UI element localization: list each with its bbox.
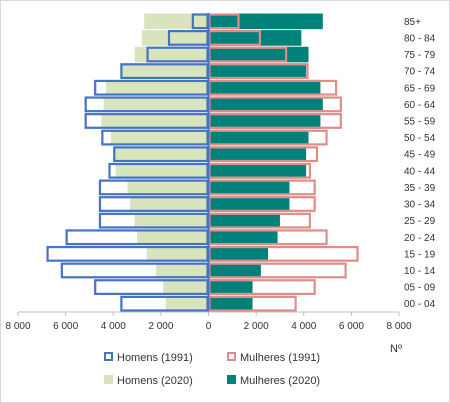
bar-homens-2020-3: [146, 246, 209, 262]
bar-mulheres-2020-13: [208, 79, 321, 96]
bar-homens-2020-0: [165, 295, 209, 312]
age-label-2: 10 - 14: [404, 266, 436, 277]
legend: Homens (1991) Mulheres (1991) Homens (2020…: [104, 352, 320, 387]
bar-mulheres-2020-3: [208, 246, 269, 262]
bar-mulheres-2020-8: [208, 163, 307, 179]
bar-homens-2020-17: [144, 13, 209, 30]
bar-mulheres-2020-7: [208, 179, 290, 196]
bar-mulheres-2020-14: [208, 63, 307, 79]
filled-bars-group: [101, 13, 323, 312]
age-label-1: 05 - 09: [404, 283, 436, 294]
bar-mulheres-2020-6: [208, 196, 290, 212]
bar-homens-2020-2: [156, 262, 209, 279]
age-label-8: 40 - 44: [404, 166, 436, 177]
bar-homens-2020-13: [106, 79, 209, 96]
x-tick-label-8: 8 000: [386, 321, 411, 332]
bar-homens-2020-11: [101, 113, 209, 129]
legend-swatch-mulheres-1991: [227, 352, 236, 361]
bar-mulheres-2020-15: [208, 46, 309, 63]
bar-homens-2020-1: [163, 279, 209, 295]
age-label-13: 65 - 69: [404, 83, 436, 94]
x-tick-label-4: 0: [206, 321, 212, 332]
bar-homens-2020-6: [129, 196, 209, 212]
bar-homens-2020-12: [103, 96, 209, 113]
legend-label-homens-2020: Homens (2020): [117, 375, 193, 387]
age-label-5: 25 - 29: [404, 216, 436, 227]
bar-mulheres-2020-5: [208, 212, 280, 229]
age-label-4: 20 - 24: [404, 233, 436, 244]
age-label-3: 15 - 19: [404, 249, 436, 260]
x-tick-label-7: 6 000: [339, 321, 364, 332]
bar-mulheres-2020-1: [208, 279, 253, 295]
x-tick-label-1: 6 000: [53, 321, 78, 332]
age-group-labels: 00 - 04 05 - 09 10 - 14 15 - 19 20 - 24 25 - …: [404, 17, 436, 310]
age-label-14: 70 - 74: [404, 67, 436, 78]
age-label-16: 80 - 84: [404, 33, 436, 44]
bar-mulheres-2020-0: [208, 295, 253, 312]
bar-mulheres-2020-12: [208, 96, 323, 113]
x-tick-label-0: 8 000: [5, 321, 30, 332]
legend-swatch-homens-1991: [104, 352, 113, 361]
legend-label-mulheres-2020: Mulheres (2020): [240, 375, 320, 387]
age-label-0: 00 - 04: [404, 299, 436, 310]
x-tick-label-6: 4 000: [291, 321, 316, 332]
x-axis: 8 000 6 000 4 000 2 000 0 2 000 4 000 6 000 8 00…: [5, 13, 412, 355]
x-tick-label-5: 2 000: [244, 321, 269, 332]
age-label-7: 35 - 39: [404, 183, 436, 194]
bar-mulheres-2020-2: [208, 262, 261, 279]
bar-homens-2020-16: [141, 30, 209, 46]
bar-homens-2020-10: [110, 129, 209, 146]
bar-homens-2020-5: [134, 212, 209, 229]
x-axis-title: Nº: [390, 343, 402, 355]
age-label-10: 50 - 54: [404, 133, 436, 144]
bar-mulheres-2020-4: [208, 229, 278, 246]
age-label-15: 75 - 79: [404, 50, 436, 61]
bar-mulheres-2020-17: [208, 13, 323, 30]
legend-label-mulheres-1991: Mulheres (1991): [240, 352, 320, 364]
bar-homens-2020-4: [137, 229, 209, 246]
age-label-9: 45 - 49: [404, 150, 436, 161]
age-label-17: 85+: [404, 17, 421, 28]
legend-label-homens-1991: Homens (1991): [117, 352, 193, 364]
legend-swatch-mulheres-2020: [227, 375, 236, 384]
bar-homens-2020-15: [134, 46, 209, 63]
bar-homens-2020-14: [120, 63, 209, 79]
age-label-6: 30 - 34: [404, 200, 436, 211]
legend-swatch-homens-2020: [104, 375, 113, 384]
age-label-11: 55 - 59: [404, 116, 436, 127]
age-label-12: 60 - 64: [404, 100, 436, 111]
x-tick-label-2: 4 000: [101, 321, 126, 332]
bar-mulheres-2020-11: [208, 113, 321, 129]
bar-mulheres-2020-16: [208, 30, 302, 46]
bar-homens-2020-8: [115, 163, 209, 179]
bar-mulheres-2020-9: [208, 146, 307, 162]
bar-homens-2020-9: [113, 146, 209, 162]
bar-homens-2020-7: [127, 179, 209, 196]
bar-mulheres-2020-10: [208, 129, 309, 146]
x-tick-label-3: 2 000: [148, 321, 173, 332]
